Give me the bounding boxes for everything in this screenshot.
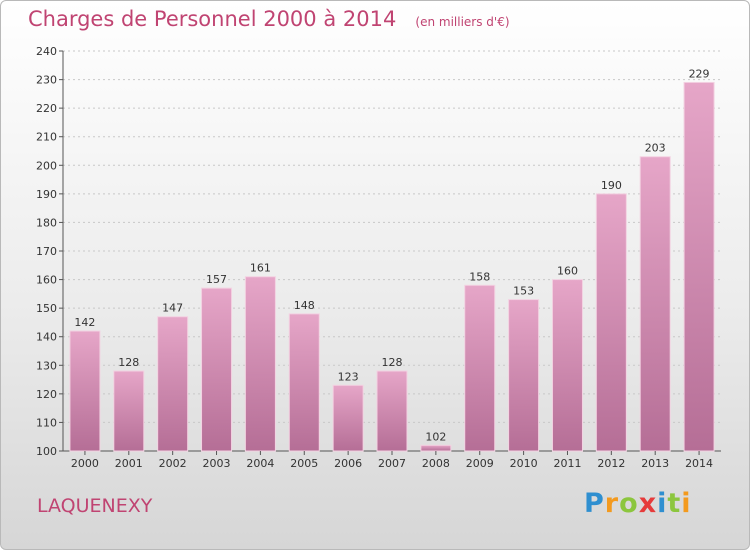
x-tick-label: 2008	[422, 457, 450, 470]
logo-letter: i	[657, 488, 668, 519]
y-tick-label: 180	[36, 216, 57, 229]
data-label: 153	[513, 285, 534, 298]
y-tick-label: 120	[36, 388, 57, 401]
y-tick-label: 210	[36, 131, 57, 144]
data-label: 190	[601, 179, 622, 192]
place-name: LAQUENEXY	[37, 495, 153, 517]
bar	[332, 384, 364, 452]
y-tick-label: 110	[36, 416, 57, 429]
data-label: 157	[206, 273, 227, 286]
bar	[376, 370, 408, 452]
y-tick-label: 240	[36, 45, 57, 58]
y-tick-label: 160	[36, 274, 57, 287]
logo-letter: x	[638, 488, 658, 519]
data-label: 160	[557, 265, 578, 278]
bar	[288, 313, 320, 452]
y-tick-label: 170	[36, 245, 57, 258]
x-tick-label: 2012	[597, 457, 625, 470]
bar	[244, 276, 276, 452]
bar	[157, 316, 189, 452]
proxiti-logo: Proxiti	[584, 488, 692, 519]
data-label: 147	[162, 302, 183, 315]
data-label: 203	[645, 142, 666, 155]
data-label: 161	[250, 262, 271, 275]
bar	[683, 81, 715, 452]
y-tick-label: 230	[36, 74, 57, 87]
data-label: 229	[689, 67, 710, 80]
y-tick-label: 100	[36, 445, 57, 458]
data-label: 128	[118, 356, 139, 369]
x-tick-label: 2007	[378, 457, 406, 470]
x-tick-label: 2014	[685, 457, 713, 470]
data-label: 128	[382, 356, 403, 369]
y-tick-label: 130	[36, 359, 57, 372]
data-label: 158	[469, 270, 490, 283]
bar	[464, 284, 496, 452]
bar	[508, 299, 540, 452]
x-tick-label: 2011	[553, 457, 581, 470]
chart-subtitle: (en milliers d'€)	[415, 15, 510, 29]
x-tick-label: 2013	[641, 457, 669, 470]
x-tick-label: 2005	[290, 457, 318, 470]
chart-title-block: Charges de Personnel 2000 à 2014 (en mil…	[28, 7, 510, 31]
x-tick-label: 2000	[71, 457, 99, 470]
x-tick-label: 2001	[115, 457, 143, 470]
chart-title: Charges de Personnel 2000 à 2014	[28, 7, 397, 31]
logo-letter: o	[619, 488, 639, 519]
logo-letter: i	[681, 488, 692, 519]
x-tick-label: 2002	[159, 457, 187, 470]
data-label: 148	[294, 299, 315, 312]
x-tick-label: 2009	[466, 457, 494, 470]
bar	[639, 156, 671, 452]
bar	[201, 287, 233, 452]
data-label: 102	[425, 430, 446, 443]
y-tick-label: 200	[36, 159, 57, 172]
data-label: 123	[338, 370, 359, 383]
logo-letter: t	[667, 488, 682, 519]
x-tick-label: 2004	[246, 457, 274, 470]
bar	[113, 370, 145, 452]
y-tick-label: 190	[36, 188, 57, 201]
x-tick-label: 2003	[203, 457, 231, 470]
y-tick-label: 140	[36, 331, 57, 344]
logo-letter: P	[584, 488, 605, 519]
y-tick-label: 220	[36, 102, 57, 115]
x-tick-label: 2006	[334, 457, 362, 470]
bar	[69, 330, 101, 452]
x-tick-label: 2010	[510, 457, 538, 470]
data-label: 142	[74, 316, 95, 329]
bar	[551, 279, 583, 452]
logo-letter: r	[604, 488, 620, 519]
bar	[420, 444, 452, 452]
y-tick-label: 150	[36, 302, 57, 315]
bar	[595, 193, 627, 452]
